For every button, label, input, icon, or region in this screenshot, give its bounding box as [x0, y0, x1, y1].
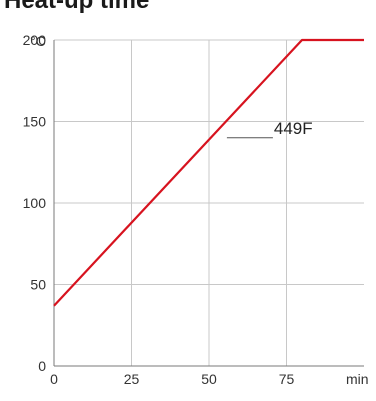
x-axis-unit: min: [346, 371, 369, 387]
series-line-0: [53, 38, 364, 307]
y-tick-label-200: 200: [23, 32, 47, 48]
y-tick-label-50: 50: [30, 277, 46, 293]
series-label-0: 449F: [274, 119, 313, 138]
tick-labels: 0 50 100 150 200 0 25 50 75: [23, 32, 295, 387]
x-tick-label-25: 25: [124, 371, 140, 387]
x-tick-label-0: 0: [50, 371, 58, 387]
series-lines: [53, 38, 364, 307]
annotations: 449F: [226, 119, 313, 139]
x-tick-label-75: 75: [279, 371, 295, 387]
y-tick-label-0: 0: [38, 358, 46, 374]
y-tick-label-100: 100: [23, 195, 47, 211]
y-tick-label-150: 150: [23, 114, 47, 130]
x-tick-label-50: 50: [201, 371, 217, 387]
grid: [54, 39, 364, 366]
y-axis-unit: °C: [30, 33, 46, 49]
axes: [53, 40, 364, 367]
chart-title: Heat-up time: [4, 0, 150, 14]
